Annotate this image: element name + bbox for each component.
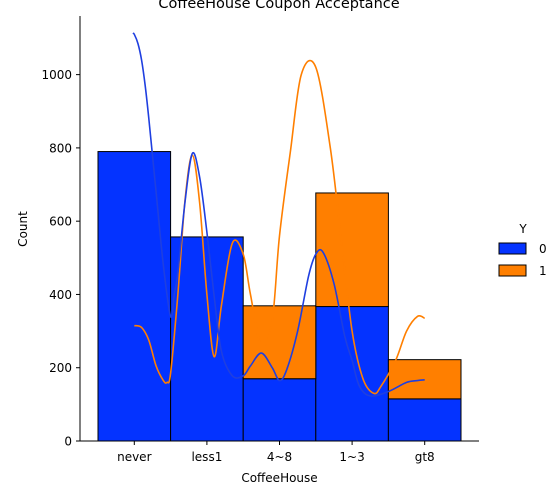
legend-swatch-0 — [498, 242, 527, 255]
bars-group — [97, 151, 462, 442]
legend-items: 01 — [498, 242, 547, 278]
legend-title: Y — [518, 222, 527, 236]
x-tick-label-4~8: 4~8 — [267, 450, 292, 464]
bar-series0-4~8 — [242, 378, 317, 442]
legend-label-1: 1 — [539, 264, 547, 278]
chart-title: CoffeeHouse Coupon Acceptance — [158, 0, 399, 12]
x-tick-label-gt8: gt8 — [415, 450, 435, 464]
x-tick-label-never: never — [117, 450, 151, 464]
bar-series0-never — [97, 151, 172, 442]
legend-label-0: 0 — [539, 242, 547, 256]
y-tick-label-200: 200 — [49, 361, 72, 375]
kde-line-series1 — [134, 59, 426, 395]
y-axis-label: Count — [16, 211, 30, 247]
y-tick-label-400: 400 — [49, 288, 72, 302]
y-tick-label-1000: 1000 — [41, 68, 72, 82]
kde-line-series0 — [132, 32, 425, 397]
bar-series1-gt8 — [387, 359, 462, 400]
x-axis-label: CoffeeHouse — [241, 471, 317, 485]
legend-swatch-1 — [498, 264, 527, 277]
bar-series0-gt8 — [387, 398, 462, 442]
y-tick-label-800: 800 — [49, 141, 72, 155]
bar-series0-less1 — [170, 236, 244, 442]
x-tick-label-1~3: 1~3 — [339, 450, 364, 464]
bar-series1-1~3 — [315, 192, 389, 308]
axes-group: 0 200 400 600 800 1000 never less1 4~8 1~3 gt8 — [41, 16, 479, 464]
y-tick-label-0: 0 — [64, 435, 72, 449]
y-tick-label-600: 600 — [49, 215, 72, 229]
x-tick-label-less1: less1 — [191, 450, 222, 464]
legend: Y 01 — [498, 222, 547, 278]
kde-curves-group — [132, 32, 426, 397]
